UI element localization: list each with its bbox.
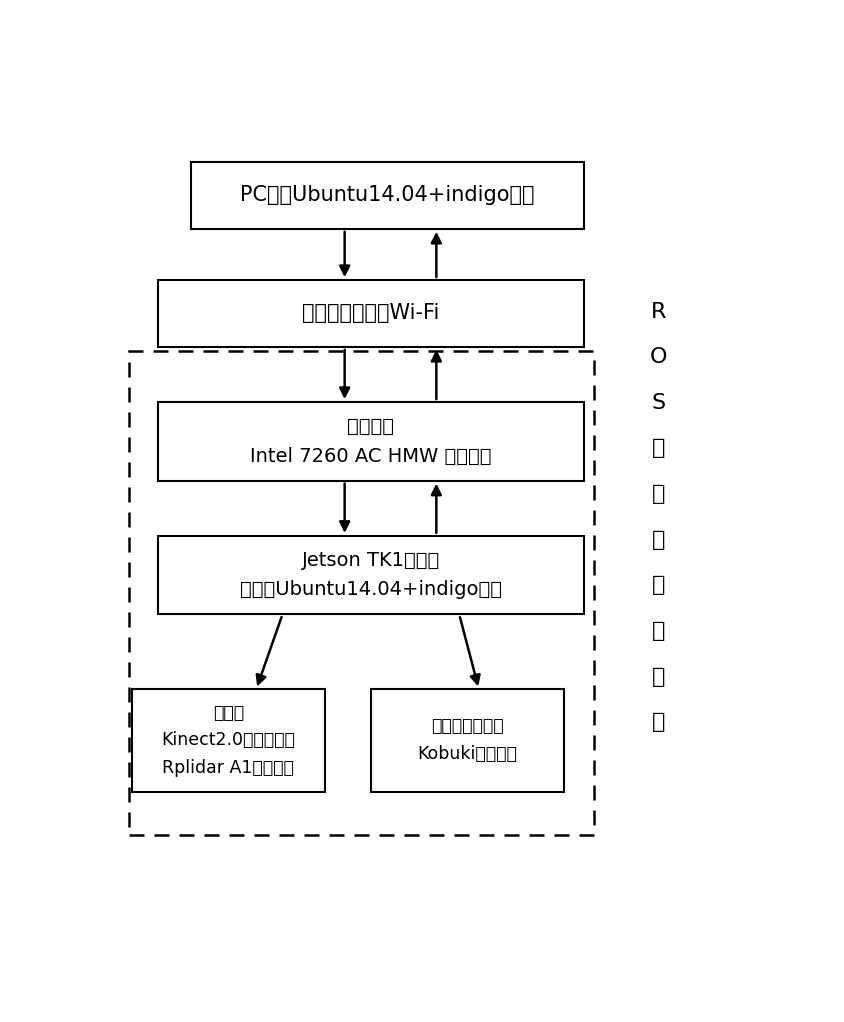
- Text: 机: 机: [652, 529, 665, 550]
- Bar: [158, 280, 583, 346]
- Bar: [128, 351, 592, 835]
- Text: 平: 平: [652, 666, 665, 687]
- Text: 人: 人: [652, 621, 665, 641]
- Text: 无线局域网接口Wi-Fi: 无线局域网接口Wi-Fi: [302, 304, 439, 324]
- Text: PC主机Ubuntu14.04+indigo平台: PC主机Ubuntu14.04+indigo平台: [240, 185, 534, 205]
- Bar: [191, 161, 583, 229]
- Text: 台: 台: [652, 712, 665, 733]
- Text: 机器人运动控制
Kobuki移动底盘: 机器人运动控制 Kobuki移动底盘: [417, 717, 517, 763]
- Text: 无线部分
Intel 7260 AC HMW 无线网卡: 无线部分 Intel 7260 AC HMW 无线网卡: [250, 417, 491, 466]
- Text: S: S: [652, 392, 665, 413]
- Bar: [371, 689, 564, 791]
- Text: 器: 器: [652, 575, 665, 596]
- Text: R: R: [651, 301, 666, 322]
- Bar: [158, 536, 583, 614]
- Text: 传感器
Kinect2.0视觉传感器
Rplidar A1激光雷达: 传感器 Kinect2.0视觉传感器 Rplidar A1激光雷达: [161, 703, 295, 777]
- Text: Jetson TK1控制器
工作机Ubuntu14.04+indigo平台: Jetson TK1控制器 工作机Ubuntu14.04+indigo平台: [240, 551, 501, 599]
- Text: 动: 动: [652, 484, 665, 504]
- Bar: [158, 402, 583, 480]
- Text: 移: 移: [652, 438, 665, 459]
- Text: O: O: [650, 347, 667, 367]
- Bar: [132, 689, 325, 791]
